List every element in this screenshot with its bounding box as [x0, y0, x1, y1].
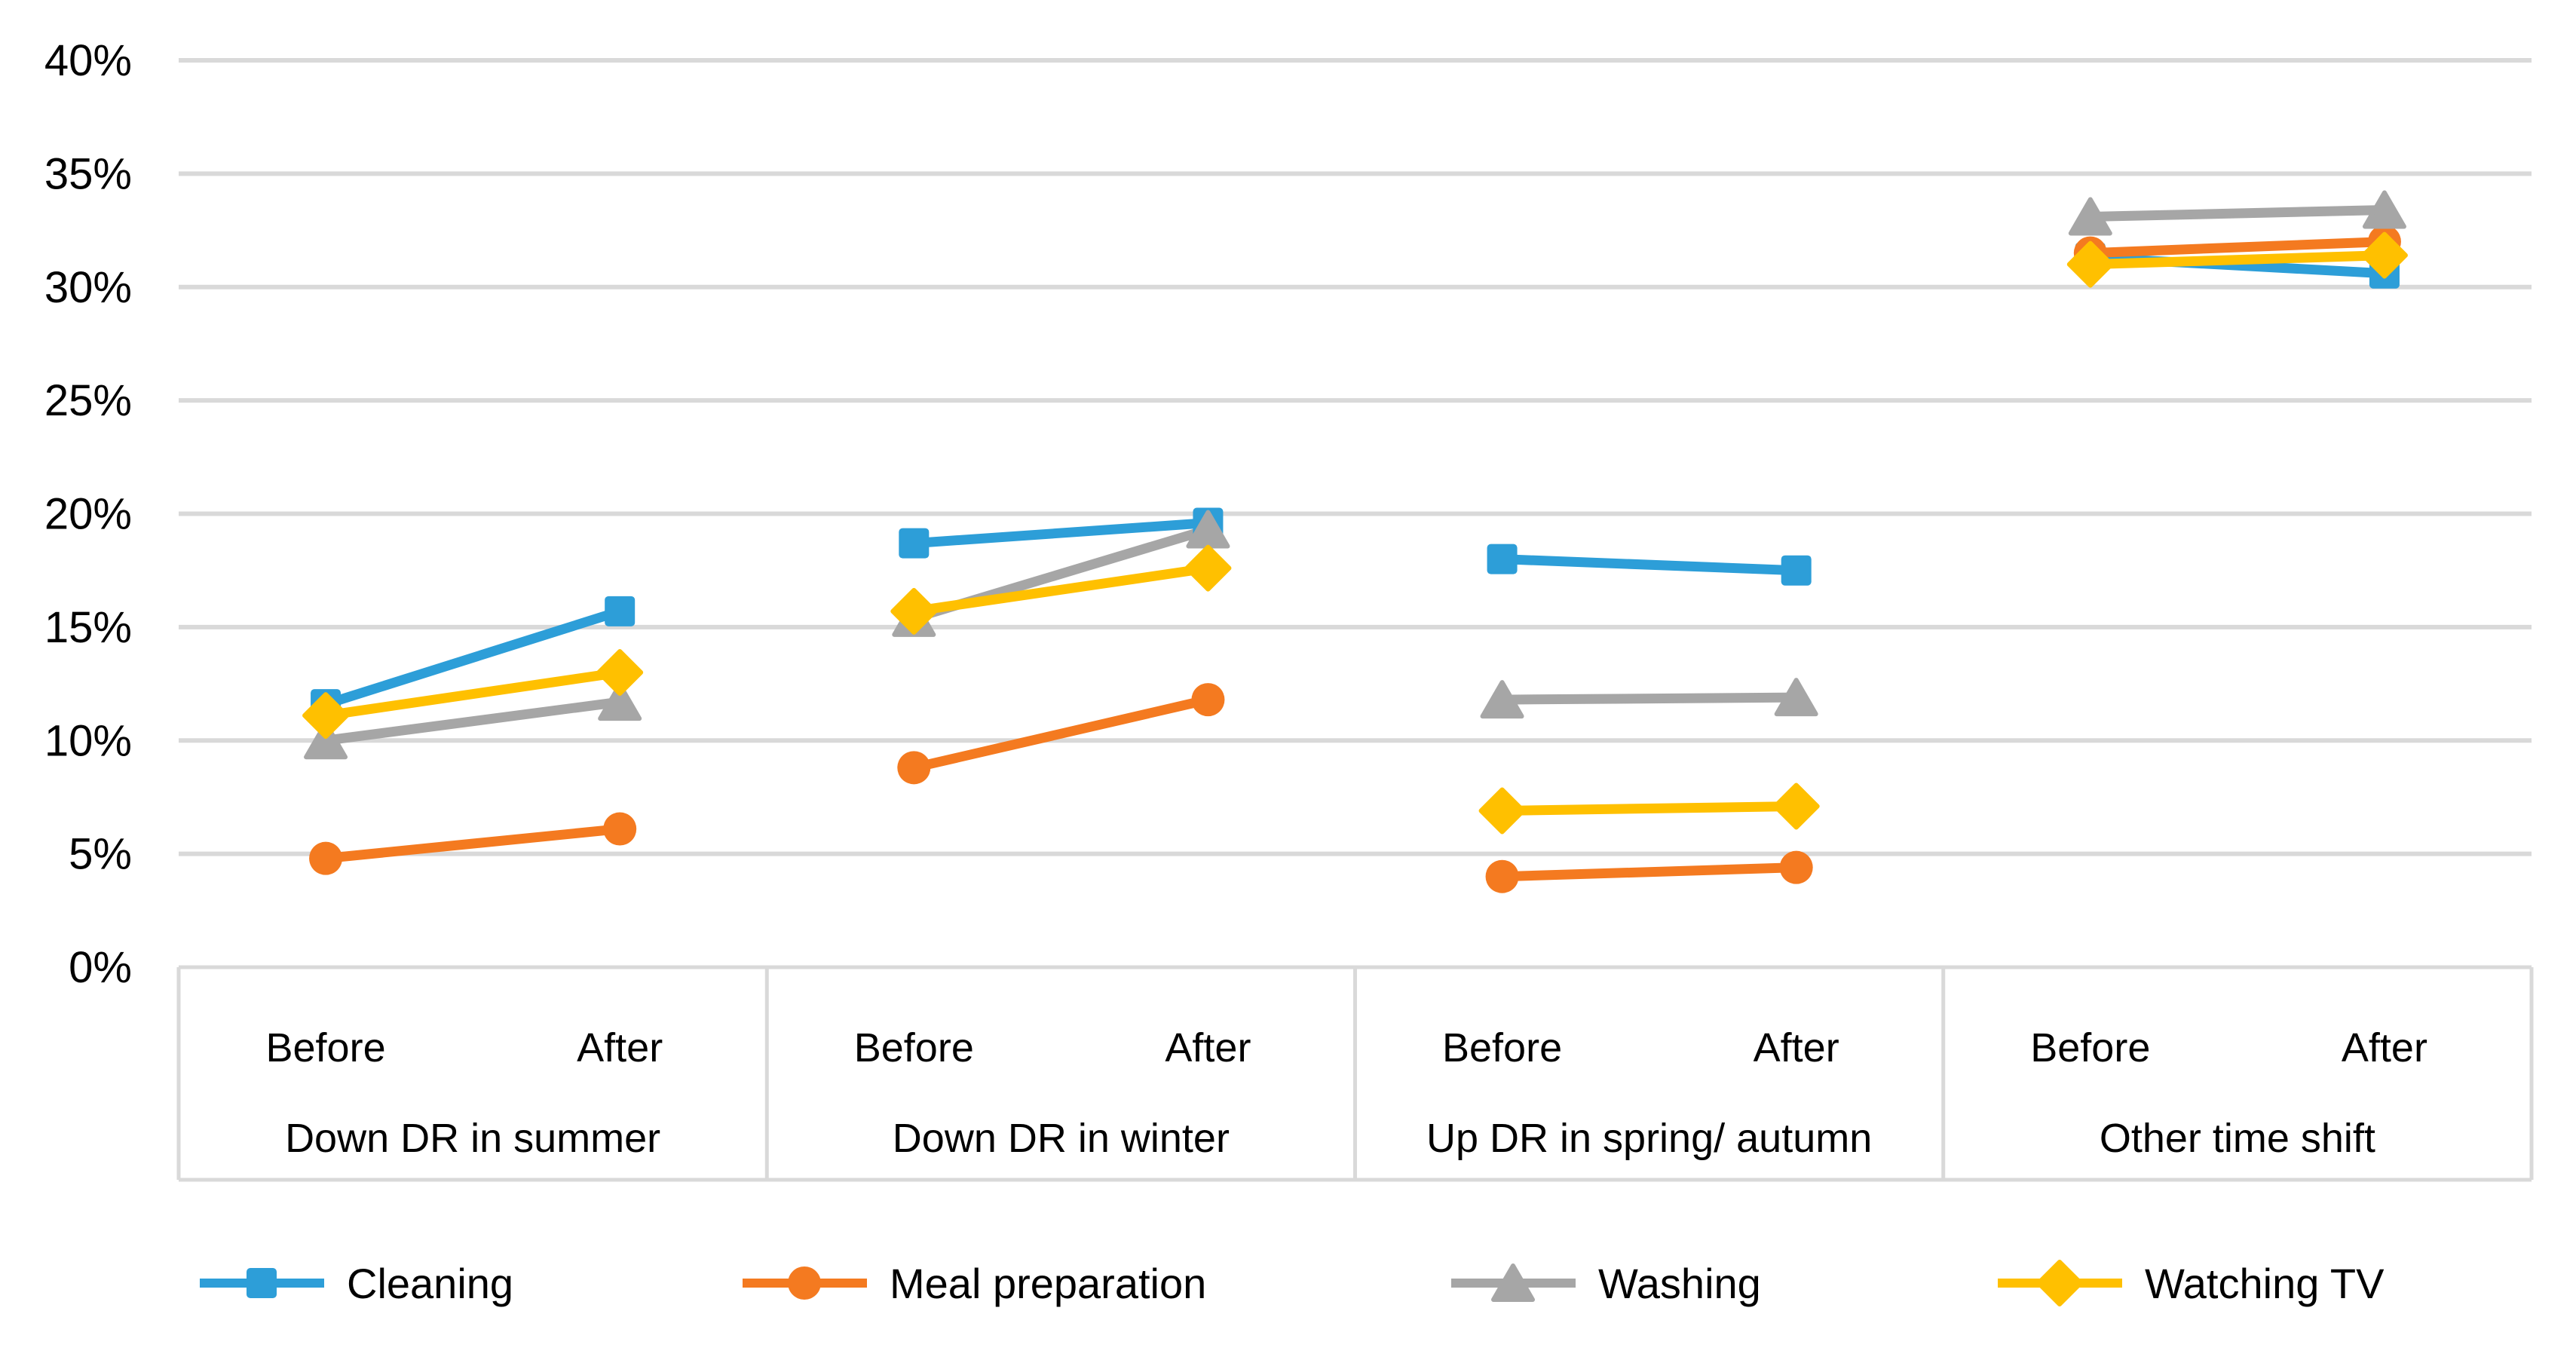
series-line-watching-tv — [1502, 801, 1796, 816]
series-line-meal-preparation — [1502, 862, 1796, 882]
category-label: Before — [266, 1025, 386, 1070]
diamond-marker-watching-tv — [1184, 544, 1232, 592]
series-line-washing — [325, 697, 621, 746]
diamond-marker-watching-tv — [1478, 787, 1526, 835]
triangle-marker-washing — [2362, 190, 2406, 229]
y-tick-label: 15% — [44, 603, 132, 652]
triangle-marker-washing — [1480, 680, 1524, 719]
circle-marker-meal-preparation — [1191, 683, 1225, 717]
series-line-cleaning — [324, 606, 622, 709]
square-marker-cleaning — [899, 528, 930, 559]
triangle-marker-washing — [2068, 197, 2112, 236]
y-tick-label: 20% — [44, 490, 132, 539]
series-line-cleaning — [913, 518, 1208, 549]
series-line-cleaning — [1502, 554, 1796, 576]
y-tick-label: 35% — [44, 149, 132, 198]
category-label: After — [577, 1025, 663, 1070]
circle-marker-meal-preparation — [309, 841, 343, 875]
y-tick-label: 0% — [69, 943, 132, 992]
y-tick-label: 25% — [44, 376, 132, 425]
circle-marker-meal-preparation — [603, 812, 637, 846]
legend-square-marker — [247, 1268, 277, 1298]
legend-triangle-marker — [1491, 1263, 1535, 1302]
square-marker-cleaning — [1781, 555, 1812, 586]
group-caption: Up DR in spring/ autumn — [1426, 1116, 1872, 1161]
series-line-watching-tv — [2090, 250, 2385, 270]
y-tick-label: 5% — [69, 830, 132, 879]
category-label: Before — [1442, 1025, 1562, 1070]
triangle-marker-washing — [598, 682, 642, 721]
series-line-meal-preparation — [912, 694, 1209, 773]
series-line-watching-tv — [325, 667, 621, 721]
group-caption: Down DR in summer — [285, 1116, 660, 1161]
legend-circle-marker — [788, 1266, 821, 1300]
diamond-marker-watching-tv — [596, 649, 644, 697]
series-line-watching-tv — [913, 563, 1209, 617]
category-label: Before — [854, 1025, 974, 1070]
legend-label: Watching TV — [2145, 1260, 2385, 1307]
category-label: After — [2342, 1025, 2427, 1070]
y-tick-label: 10% — [44, 716, 132, 765]
legend-diamond-marker — [2036, 1260, 2083, 1306]
square-marker-cleaning — [605, 596, 636, 626]
series-line-washing — [1502, 692, 1796, 705]
series-line-meal-preparation — [2090, 237, 2385, 259]
group-caption: Down DR in winter — [893, 1116, 1230, 1161]
y-tick-label: 40% — [44, 36, 132, 85]
category-label: Before — [2030, 1025, 2150, 1070]
diamond-marker-watching-tv — [890, 587, 938, 635]
category-label: After — [1754, 1025, 1839, 1070]
square-marker-cleaning — [1487, 544, 1518, 574]
series-line-washing — [2090, 204, 2385, 222]
circle-marker-meal-preparation — [897, 751, 931, 785]
legend-label: Washing — [1598, 1260, 1761, 1307]
diamond-marker-watching-tv — [2066, 240, 2114, 288]
series-line-meal-preparation — [325, 824, 620, 864]
circle-marker-meal-preparation — [1485, 859, 1519, 893]
group-caption: Other time shift — [2100, 1116, 2375, 1161]
circle-marker-meal-preparation — [1779, 850, 1813, 884]
diamond-marker-watching-tv — [1772, 783, 1820, 830]
diamond-marker-watching-tv — [2360, 231, 2408, 279]
triangle-marker-washing — [1774, 678, 1818, 717]
triangle-marker-washing — [304, 721, 348, 760]
diamond-marker-watching-tv — [302, 692, 350, 740]
category-label: After — [1165, 1025, 1251, 1070]
legend-label: Cleaning — [347, 1260, 513, 1307]
y-tick-label: 30% — [44, 263, 132, 312]
legend-label: Meal preparation — [890, 1260, 1206, 1307]
